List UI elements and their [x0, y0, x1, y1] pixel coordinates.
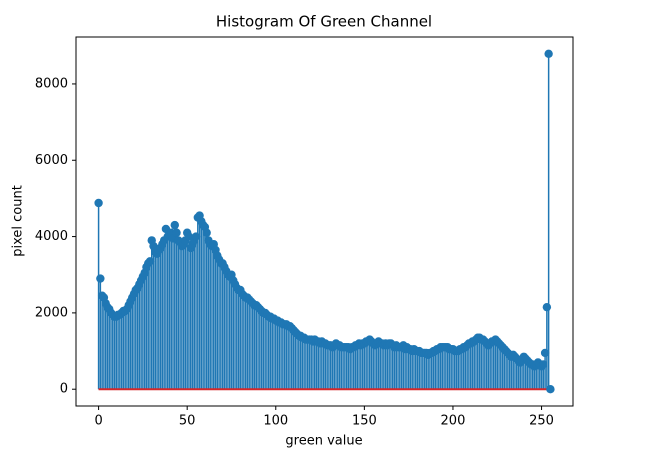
y-tick-label: 4000	[35, 229, 68, 244]
y-tick-label: 6000	[35, 153, 68, 168]
stem-marker	[170, 220, 179, 230]
stem-marker	[540, 348, 550, 358]
stem-marker	[542, 302, 552, 312]
stem-marker	[544, 49, 553, 58]
stem-marker	[546, 385, 555, 394]
y-axis-label: pixel count	[11, 185, 26, 257]
stem-marker	[96, 274, 105, 283]
stem-marker	[172, 228, 181, 237]
stem-marker	[94, 198, 103, 208]
plot-frame	[75, 36, 574, 407]
stem-marker	[539, 360, 548, 369]
stem-marker	[202, 228, 211, 237]
x-tick-label: 250	[529, 414, 554, 429]
y-tick-label: 8000	[35, 76, 68, 91]
x-tick-label: 150	[352, 414, 377, 429]
x-tick-label: 100	[263, 414, 288, 429]
y-tick-label: 0	[60, 382, 68, 397]
y-tick-label: 2000	[35, 305, 68, 320]
stem-marker	[145, 257, 155, 266]
x-axis-label: green value	[285, 434, 362, 449]
x-tick-label: 200	[441, 414, 466, 429]
stem-marker	[191, 232, 201, 241]
chart-title: Histogram Of Green Channel	[216, 13, 432, 31]
x-tick-label: 0	[94, 414, 102, 429]
x-tick-label: 50	[179, 414, 196, 429]
